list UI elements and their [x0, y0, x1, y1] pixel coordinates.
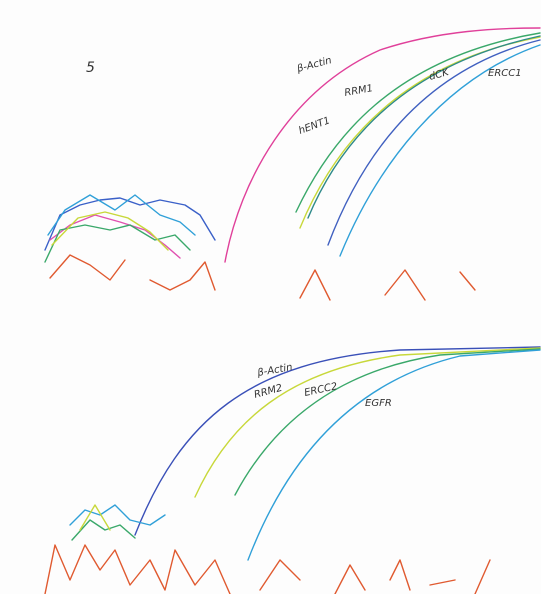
curve-label: EGFR [365, 398, 392, 409]
curve-label: ERCC1 [488, 68, 522, 79]
page: 5 β-Actin RRM1 hENT1 dCK ERCC1 [0, 0, 541, 594]
panel-marker: 5 [86, 60, 95, 76]
drawing: 5 β-Actin RRM1 hENT1 dCK ERCC1 [0, 0, 541, 594]
